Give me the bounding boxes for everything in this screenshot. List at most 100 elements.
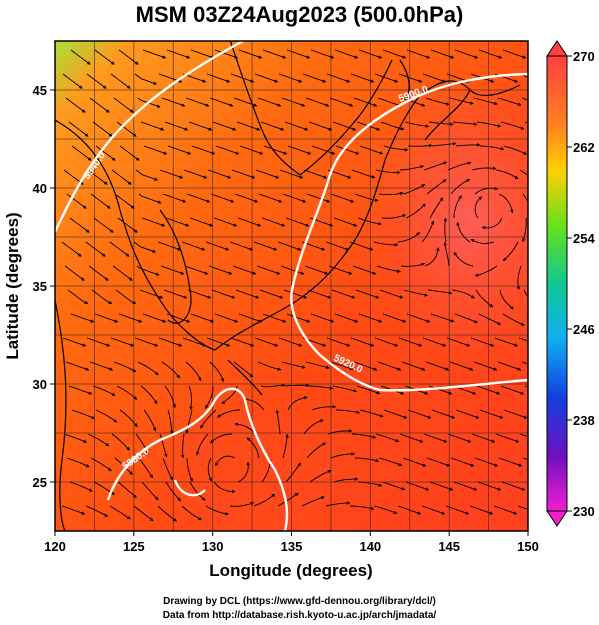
streamline-arrow <box>167 145 192 155</box>
colorbar-min-arrow <box>546 510 568 527</box>
streamline-arrow <box>191 145 216 155</box>
streamline-arrow <box>186 193 211 203</box>
streamline-arrow <box>200 409 217 429</box>
streamline-arrow <box>189 481 206 501</box>
streamline-arrow <box>497 97 522 106</box>
streamline-arrow <box>449 361 474 371</box>
streamline-arrow <box>325 501 351 507</box>
streamline-arrow <box>479 409 504 419</box>
streamline-arrow <box>522 193 528 204</box>
streamline-arrow <box>443 217 448 243</box>
streamline-arrow <box>481 217 503 230</box>
streamline-arrow <box>161 361 181 379</box>
colorbar-max-arrow <box>546 40 568 57</box>
streamline-arrow <box>158 337 183 347</box>
streamline-arrow <box>136 265 160 276</box>
streamline-arrow <box>305 97 330 107</box>
streamline-arrow <box>356 385 381 395</box>
streamline-arrow <box>157 505 177 522</box>
streamline-arrow <box>188 121 213 131</box>
streamline-arrow <box>184 265 209 275</box>
streamline-arrow <box>331 289 356 299</box>
streamline-arrow <box>309 469 332 483</box>
streamline-arrow <box>260 383 286 388</box>
streamline-arrow <box>111 433 131 451</box>
streamline-arrow <box>357 217 382 226</box>
streamline-arrow <box>69 217 90 233</box>
streamline-arrow <box>349 505 375 511</box>
streamline-arrow <box>425 97 450 106</box>
streamline-arrow <box>378 457 403 467</box>
streamline-arrow <box>397 505 422 515</box>
streamline-arrow <box>246 437 260 459</box>
streamline-arrow <box>134 73 158 85</box>
streamline-arrow <box>140 385 158 405</box>
streamline-arrow <box>471 433 496 443</box>
streamline-arrow <box>95 409 118 423</box>
streamline-arrow <box>473 97 498 106</box>
streamline-arrow <box>90 457 112 472</box>
streamline-arrow <box>303 419 324 435</box>
streamline-arrow <box>211 289 236 299</box>
streamline-arrow <box>70 49 91 65</box>
streamline-arrow <box>71 145 92 161</box>
streamline-arrow <box>500 121 525 130</box>
streamline-arrow <box>523 289 528 298</box>
streamline-arrow <box>354 193 379 202</box>
streamline-arrow <box>112 265 133 281</box>
streamline-arrow <box>113 361 137 373</box>
colorbar-tick-label: 270 <box>573 49 595 64</box>
streamline-arrow <box>254 73 279 83</box>
streamline-arrow <box>335 409 361 415</box>
streamline-arrow <box>164 121 189 131</box>
streamline-arrow <box>329 97 354 107</box>
streamline-arrow <box>405 481 430 491</box>
streamline-arrow <box>109 505 131 520</box>
streamline-arrow <box>61 241 82 257</box>
streamline-arrow <box>493 505 518 515</box>
streamline-arrow <box>326 337 351 347</box>
streamline-arrow <box>502 313 525 326</box>
streamline-arrow <box>235 289 260 299</box>
streamline-arrow <box>284 383 310 388</box>
streamline-arrow <box>334 49 359 59</box>
streamline-arrow <box>114 457 133 475</box>
streamline-arrow <box>86 337 111 347</box>
streamline-arrow <box>229 241 254 251</box>
streamline-arrow <box>118 49 139 65</box>
streamline-arrow <box>85 241 106 257</box>
streamline-arrow <box>350 337 375 347</box>
x-tick-label: 150 <box>517 539 539 554</box>
streamline-arrow <box>497 361 522 371</box>
streamline-arrow <box>351 433 377 439</box>
streamline-arrow <box>476 121 502 128</box>
streamline-arrow <box>134 337 159 347</box>
streamline-arrow <box>398 73 423 83</box>
streamline-arrow <box>91 289 113 305</box>
streamline-arrow <box>373 505 398 515</box>
streamline-arrow <box>234 193 259 203</box>
streamline-arrow <box>209 97 234 107</box>
streamline-arrow <box>401 97 426 107</box>
streamline-arrow <box>257 97 282 107</box>
streamline-arrow <box>429 197 444 219</box>
streamline-arrow <box>189 217 214 227</box>
streamline-arrow <box>164 385 176 409</box>
streamline-arrow <box>209 361 225 383</box>
streamline-arrow <box>403 289 428 297</box>
streamline-arrow <box>405 203 426 219</box>
streamline-arrow <box>230 73 255 83</box>
streamline-arrow <box>526 49 528 51</box>
streamline-arrow <box>521 97 528 101</box>
streamline-arrow <box>335 145 360 155</box>
streamline-arrow <box>253 493 276 507</box>
streamline-arrow <box>377 97 402 107</box>
streamline-arrow <box>207 169 232 179</box>
streamline-arrow <box>475 289 494 308</box>
streamline-arrow <box>325 241 350 251</box>
streamline-arrow <box>428 385 453 395</box>
streamline-arrow <box>332 385 357 393</box>
credits-data: Data from http://database.rish.kyoto-u.a… <box>162 610 437 621</box>
streamline-arrow <box>237 217 262 227</box>
streamline-arrow <box>95 145 116 161</box>
